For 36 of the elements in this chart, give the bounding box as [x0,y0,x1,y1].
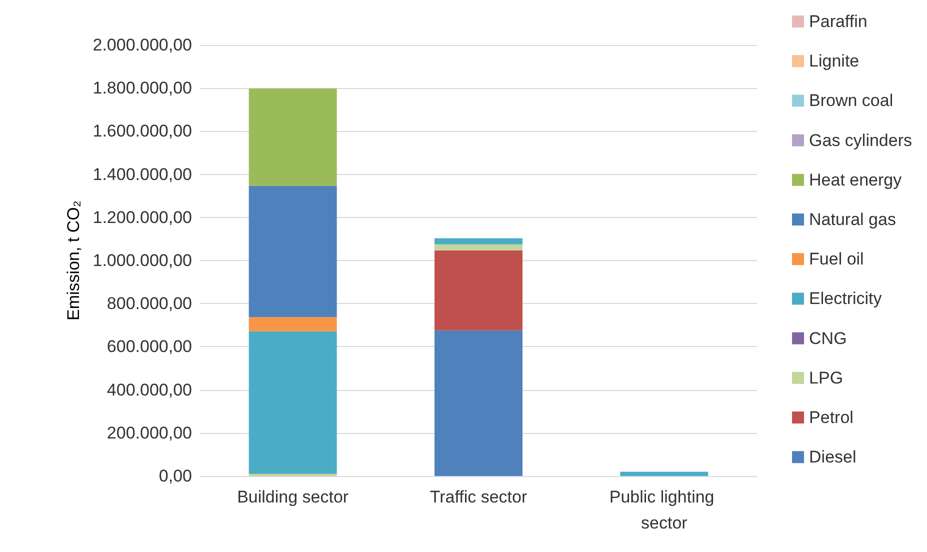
bar [248,317,337,332]
y-tick-label: 0,00 [158,466,192,486]
bar [248,186,337,318]
bar [434,238,522,244]
legend-label: Paraffin [809,12,868,31]
bar [620,472,708,476]
y-tick-label: 800.000,00 [106,294,192,314]
x-tick-label: Traffic sector [430,488,528,506]
y-tick-label: 1.400.000,00 [92,164,192,184]
legend-label: Natural gas [809,210,896,229]
legend-label: Lignite [809,52,860,71]
x-tick-label: Public lighting sector [609,488,719,532]
legend-label: LPG [809,368,844,388]
y-tick-label: 1.000.000,00 [92,251,192,270]
legend-label: Diesel [809,448,856,467]
bar [248,331,337,474]
bar [248,88,337,186]
x-tick-label: Building sector [237,488,349,506]
legend-label: Heat energy [809,170,902,190]
y-tick-label: 1.800.000,00 [92,78,192,98]
legend-label: CNG [809,328,847,348]
y-tick-label: 200.000,00 [106,423,192,442]
bar [434,244,522,250]
legend-label: Electricity [809,289,882,308]
legend-label: Brown coal [809,91,894,110]
y-tick-label: 1.200.000,00 [92,208,192,227]
y-axis-title: Emission, t CO₂ [64,200,83,320]
y-tick-label: 2.000.000,00 [92,36,192,54]
y-tick-label: 400.000,00 [106,380,192,400]
legend-label: Petrol [809,408,854,427]
y-tick-label: 600.000,00 [106,337,192,356]
y-tick-label: 1.600.000,00 [92,122,192,141]
bar [434,330,522,476]
bar [434,250,522,330]
legend-label: Gas cylinders [809,130,912,150]
legend-label: Fuel oil [809,250,864,269]
